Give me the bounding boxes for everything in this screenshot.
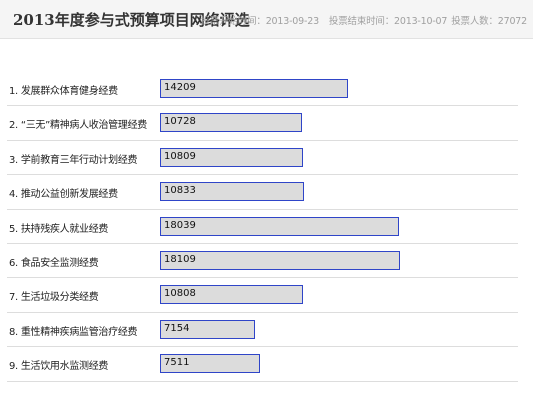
row-divider <box>7 208 518 210</box>
vote-count-label: 10728 <box>164 116 196 128</box>
vote-start-label: 投票开始时间： <box>200 16 266 27</box>
vote-bar: 10808 <box>160 285 303 305</box>
vote-count-label: 10809 <box>164 150 196 162</box>
vote-end-date: 2013-10-07 <box>394 16 448 27</box>
vote-count-label: 7511 <box>164 357 190 369</box>
row-divider <box>7 277 518 279</box>
header-divider <box>0 38 533 39</box>
row-divider <box>7 139 518 141</box>
vote-count-label: 7154 <box>164 322 190 334</box>
vote-start-date: 2013-09-23 <box>265 16 319 27</box>
vote-results-chart: 1. 发展群众体育健身经费 14209 2. “三无”精神病人收治管理经费 10728… <box>0 72 533 382</box>
result-row: 7. 生活垃圾分类经费 10808 <box>0 278 533 313</box>
vote-bar: 10809 <box>160 147 303 167</box>
category-label: 7. 生活垃圾分类经费 <box>9 292 99 304</box>
row-divider <box>7 380 518 382</box>
result-row: 4. 推动公益创新发展经费 10833 <box>0 175 533 210</box>
page-header: 2013年度参与式预算项目网络评选 投票开始时间：2013-09-23 投票结束时… <box>0 0 533 38</box>
row-divider <box>7 346 518 348</box>
row-divider <box>7 174 518 176</box>
vote-bar: 7154 <box>160 319 255 339</box>
category-label: 5. 扶持残疾人就业经费 <box>9 223 109 235</box>
row-divider <box>7 105 518 107</box>
voter-count-label: 投票人数： <box>451 16 498 27</box>
vote-count-label: 10808 <box>164 288 196 300</box>
row-divider <box>7 242 518 244</box>
category-label: 2. “三无”精神病人收治管理经费 <box>9 120 147 132</box>
category-label: 9. 生活饮用水监测经费 <box>9 361 109 373</box>
vote-count-label: 18039 <box>164 219 196 231</box>
vote-count-label: 14209 <box>164 82 196 93</box>
result-row: 1. 发展群众体育健身经费 14209 <box>0 72 533 107</box>
category-label: 8. 重性精神疾病监管治疗经费 <box>9 326 138 338</box>
vote-info: 投票开始时间：2013-09-23 投票结束时间：2013-10-07 投票人数：2… <box>200 13 528 27</box>
voter-count: 27072 <box>497 16 527 27</box>
category-label: 6. 食品安全监测经费 <box>9 257 99 269</box>
category-label: 4. 推动公益创新发展经费 <box>9 189 118 201</box>
vote-bar: 18109 <box>160 250 400 270</box>
vote-bar: 10833 <box>160 182 304 202</box>
row-divider <box>7 311 518 313</box>
vote-count-label: 18109 <box>164 253 196 265</box>
page-title: 2013年度参与式预算项目网络评选 <box>13 11 250 29</box>
result-row: 9. 生活饮用水监测经费 7511 <box>0 347 533 382</box>
vote-count-label: 10833 <box>164 185 196 197</box>
result-row: 8. 重性精神疾病监管治疗经费 7154 <box>0 313 533 348</box>
vote-bar: 18039 <box>160 216 399 236</box>
vote-bar: 7511 <box>160 354 260 374</box>
category-label: 3. 学前教育三年行动计划经费 <box>9 154 138 166</box>
vote-bar: 10728 <box>160 113 302 133</box>
result-row: 6. 食品安全监测经费 18109 <box>0 244 533 279</box>
result-row: 2. “三无”精神病人收治管理经费 10728 <box>0 106 533 141</box>
category-label: 1. 发展群众体育健身经费 <box>9 86 118 97</box>
vote-end-label: 投票结束时间： <box>328 16 395 27</box>
result-row: 3. 学前教育三年行动计划经费 10809 <box>0 141 533 176</box>
result-row: 5. 扶持残疾人就业经费 18039 <box>0 210 533 244</box>
vote-bar: 14209 <box>160 79 348 98</box>
